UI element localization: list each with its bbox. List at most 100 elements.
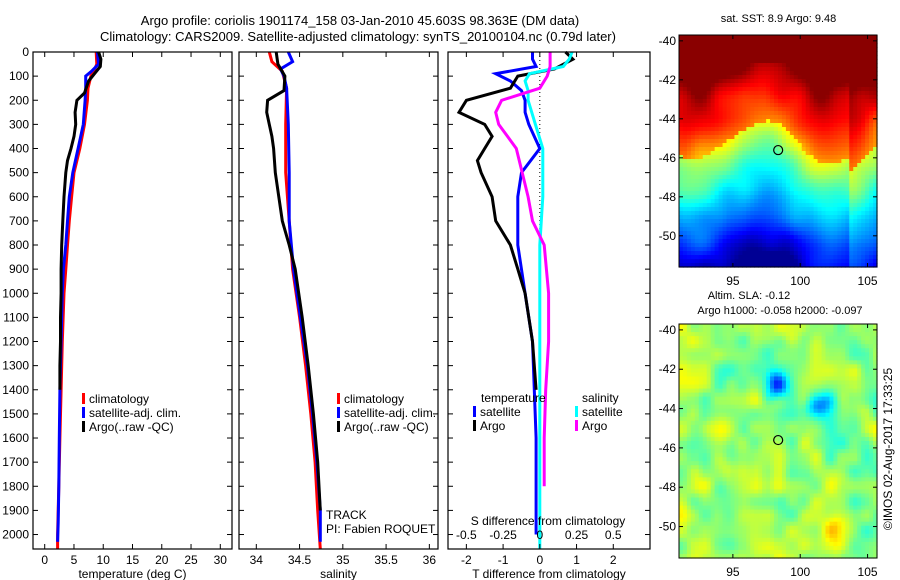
sla-map-cell <box>781 529 787 535</box>
sst-map-cell <box>861 35 866 40</box>
sla-map-cell <box>770 549 775 555</box>
sst-map-cell <box>785 163 791 168</box>
sst-map-cell <box>714 55 720 60</box>
sla-map-cell <box>766 441 771 446</box>
sla-map-cell <box>797 441 803 446</box>
sla-map-cell <box>797 328 803 333</box>
sst-map-cell <box>869 91 874 96</box>
sst-map-cell <box>770 87 775 92</box>
sla-map-cell <box>750 428 755 434</box>
sla-map-cell <box>714 436 720 442</box>
sst-map-cell <box>825 107 831 112</box>
sla-map-cell <box>746 525 751 531</box>
sla-map-cell <box>726 441 732 446</box>
sst-map-cell <box>690 51 696 56</box>
sst-map-cell <box>762 235 767 240</box>
sla-map-cell <box>738 424 743 430</box>
sla-map-cell <box>702 441 708 446</box>
sst-map-cell <box>845 255 850 260</box>
sla-map-cell <box>710 360 716 365</box>
sla-map-cell <box>758 541 763 547</box>
sla-map-cell <box>710 412 716 418</box>
sst-map-cell <box>781 215 787 220</box>
sst-map-cell <box>853 219 858 224</box>
sst-map-cell <box>865 107 870 112</box>
sla-map-cell <box>793 344 799 349</box>
sst-map-cell <box>869 227 874 232</box>
sla-map-cell <box>698 521 704 527</box>
sla-map-cell <box>758 529 763 535</box>
sst-map-cell <box>869 199 874 204</box>
sla-map-cell <box>758 416 763 422</box>
sst-map-cell <box>738 175 743 180</box>
sst-map-cell <box>762 79 767 84</box>
sla-map-cell <box>734 332 739 337</box>
sla-map-cell <box>734 380 739 386</box>
sst-map-cell <box>726 75 732 80</box>
sst-map-cell <box>849 67 854 72</box>
sst-map-cell <box>809 91 815 96</box>
sst-map-cell <box>853 95 858 100</box>
sst-map-cell <box>686 215 692 220</box>
sla-map-cell <box>793 396 799 402</box>
sst-map-cell <box>857 103 862 108</box>
sla-map-cell <box>774 340 779 345</box>
sla-map-cell <box>742 521 747 527</box>
sla-map-cell <box>766 537 771 543</box>
sla-map-cell <box>781 352 787 357</box>
sst-map-cell <box>726 255 732 260</box>
sla-map-cell <box>758 517 763 523</box>
sst-map-cell <box>837 51 842 56</box>
sla-map-cell <box>722 400 728 406</box>
sst-map-cell <box>730 115 736 120</box>
sst-map-cell <box>746 259 751 264</box>
sst-map-cell <box>758 243 763 248</box>
sla-map-cell <box>742 477 747 482</box>
sst-map-cell <box>789 175 795 180</box>
sst-map-cell <box>686 231 692 236</box>
sst-map-cell <box>750 239 755 244</box>
sst-map-cell <box>833 211 838 216</box>
sst-map-cell <box>805 255 811 260</box>
sla-map-cell <box>686 368 692 374</box>
sla-map-cell <box>730 400 736 406</box>
sla-map-cell <box>710 436 716 442</box>
sla-map-cell <box>797 485 803 491</box>
sst-map-cell <box>750 111 755 116</box>
sla-map-cell <box>801 328 807 333</box>
sst-map-cell <box>774 151 779 156</box>
sst-map-cell <box>789 119 795 124</box>
sst-map-cell <box>686 35 692 40</box>
sst-map-cell <box>730 99 736 104</box>
sla-map-cell <box>726 340 732 345</box>
sst-map-cell <box>781 243 787 248</box>
sst-map-cell <box>742 231 747 236</box>
sla-map-cell <box>789 541 795 547</box>
sst-map-cell <box>726 123 732 128</box>
sla-map-cell <box>730 473 736 478</box>
sst-map-cell <box>781 123 787 128</box>
sst-map-cell <box>694 35 700 40</box>
sst-map-cell <box>817 255 823 260</box>
sla-map-cell <box>742 485 747 491</box>
sla-map-cell <box>702 368 708 374</box>
sla-map-cell <box>682 416 688 422</box>
sst-map-cell <box>797 87 803 92</box>
sst-map-cell <box>865 215 870 220</box>
sst-map-cell <box>853 135 858 140</box>
sst-map-cell <box>817 259 823 264</box>
sst-map-cell <box>813 175 819 180</box>
sst-map-cell <box>742 95 747 100</box>
sla-map-cell <box>801 364 807 369</box>
sst-map-cell <box>722 115 728 120</box>
sla-map-cell <box>714 344 720 349</box>
sst-map-cell <box>821 107 827 112</box>
sst-map-cell <box>679 115 684 120</box>
sla-map-cell <box>710 336 716 341</box>
sst-map-cell <box>706 35 712 40</box>
sst-map-cell <box>698 35 704 40</box>
sst-map-cell <box>869 107 874 112</box>
sst-map-cell <box>825 79 831 84</box>
sst-map-cell <box>706 111 712 116</box>
sst-map-cell <box>762 43 767 48</box>
